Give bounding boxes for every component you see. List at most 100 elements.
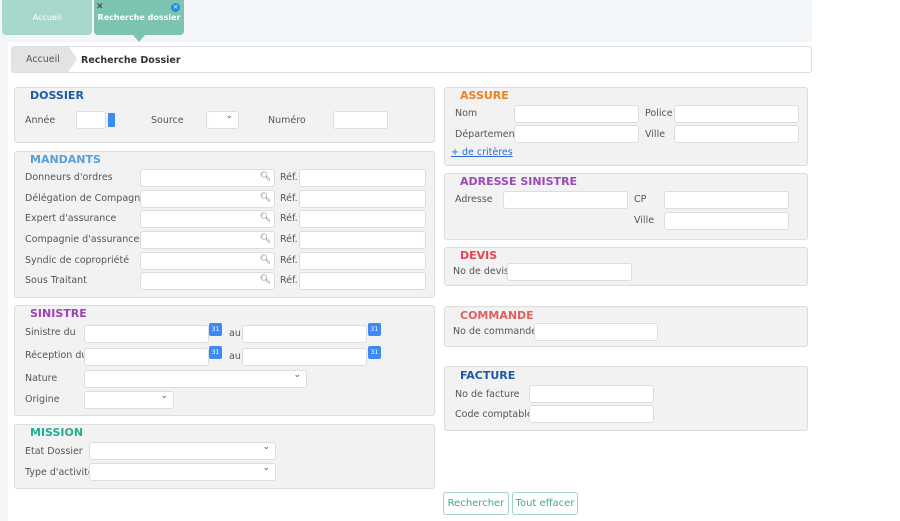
search-button[interactable]: Rechercher [443, 492, 509, 515]
numero-input[interactable] [333, 111, 388, 129]
ville-label: Ville [645, 129, 666, 140]
numero-label: Numéro [268, 115, 306, 126]
dossier-title: DOSSIER [30, 89, 84, 102]
cp-label: CP [634, 194, 647, 205]
adresse-title: ADRESSE SINISTRE [460, 175, 578, 188]
no-devis-label: No de devis [453, 266, 509, 277]
no-commande-input[interactable] [534, 323, 658, 341]
more-criteria-link[interactable]: + de critères [451, 147, 513, 158]
nature-select[interactable] [84, 370, 307, 388]
annee-input[interactable] [76, 111, 106, 129]
expert-label: Expert d'assurance [25, 213, 117, 224]
type-activite-label: Type d'activité [25, 467, 94, 478]
donneurs-label: Donneurs d'ordres [25, 172, 113, 183]
departement-input[interactable] [514, 125, 639, 143]
no-facture-label: No de facture [455, 389, 520, 400]
compagnie-ref-input[interactable] [299, 231, 426, 249]
syndic-label: Syndic de copropriété [25, 255, 130, 266]
calendar-icon[interactable]: 31 [209, 346, 222, 359]
active-tab-pointer [133, 35, 145, 42]
breadcrumb-arrow [69, 47, 77, 71]
nature-label: Nature [25, 373, 58, 384]
tab-label: Recherche dossier [97, 13, 181, 22]
au-label: au [229, 351, 241, 362]
no-devis-input[interactable] [507, 263, 632, 281]
sous-traitant-input[interactable]: 🔍︎ [140, 272, 275, 290]
type-activite-select[interactable] [89, 463, 276, 481]
syndic-input[interactable]: 🔍︎ [140, 252, 275, 270]
tab-accueil[interactable]: Accueil [2, 0, 92, 35]
au-label: au [229, 328, 241, 339]
search-icon[interactable]: 🔍︎ [259, 213, 271, 223]
adresse-ville-input[interactable] [664, 212, 789, 230]
devis-title: DEVIS [460, 249, 498, 262]
sous-traitant-label: Sous Traitant [25, 275, 87, 286]
search-icon[interactable]: 🔍︎ [259, 255, 271, 265]
sinistre-au-input[interactable] [242, 325, 367, 343]
cp-input[interactable] [664, 191, 789, 209]
sinistre-du-label: Sinistre du [25, 327, 76, 338]
nom-label: Nom [455, 108, 478, 119]
adresse-ville-label: Ville [634, 215, 655, 226]
syndic-ref-input[interactable] [299, 252, 426, 270]
annee-spinner[interactable] [108, 113, 115, 127]
calendar-icon[interactable]: 31 [209, 323, 222, 336]
tab-label: Accueil [32, 13, 62, 22]
no-commande-label: No de commande [453, 326, 538, 337]
adresse-input[interactable] [503, 191, 628, 209]
police-input[interactable] [674, 105, 799, 123]
breadcrumb-home-label: Accueil [26, 54, 60, 65]
ref-label: Réf. [280, 213, 298, 224]
reception-du-input[interactable] [84, 348, 209, 366]
expert-input[interactable]: 🔍︎ [140, 210, 275, 228]
etat-dossier-label: Etat Dossier [25, 446, 83, 457]
search-icon[interactable]: 🔍︎ [259, 275, 271, 285]
search-icon[interactable]: 🔍︎ [259, 193, 271, 203]
etat-dossier-select[interactable] [89, 442, 276, 460]
ref-label: Réf. [280, 234, 298, 245]
source-select[interactable] [206, 111, 239, 129]
search-icon[interactable]: 🔍︎ [259, 234, 271, 244]
close-tab-icon[interactable]: × [171, 3, 180, 12]
compagnie-input[interactable]: 🔍︎ [140, 231, 275, 249]
commande-title: COMMANDE [460, 309, 534, 322]
sinistre-title: SINISTRE [30, 307, 87, 320]
origine-select[interactable] [84, 391, 174, 409]
ref-label: Réf. [280, 255, 298, 266]
tab-recherche-dossier[interactable]: Recherche dossier [94, 0, 184, 35]
breadcrumb-home[interactable]: Accueil [12, 47, 69, 72]
reception-au-input[interactable] [242, 348, 367, 366]
nom-input[interactable] [514, 105, 639, 123]
expert-ref-input[interactable] [299, 210, 426, 228]
donneurs-input[interactable]: 🔍︎ [140, 169, 275, 187]
police-label: Police [645, 108, 673, 119]
delegation-label: Délégation de Compagnie [25, 193, 149, 204]
ref-label: Réf. [280, 193, 298, 204]
ville-input[interactable] [674, 125, 799, 143]
breadcrumb-current: Recherche Dossier [81, 55, 181, 66]
sous-traitant-ref-input[interactable] [299, 272, 426, 290]
mandants-title: MANDANTS [30, 153, 101, 166]
delegation-input[interactable]: 🔍︎ [140, 190, 275, 208]
calendar-icon[interactable]: 31 [368, 323, 381, 336]
code-comptable-input[interactable] [529, 405, 654, 423]
code-comptable-label: Code comptable [455, 409, 533, 420]
facture-title: FACTURE [460, 369, 516, 382]
mission-title: MISSION [30, 426, 84, 439]
annee-label: Année [25, 115, 56, 126]
ref-label: Réf. [280, 172, 298, 183]
departement-label: Département [455, 129, 519, 140]
delegation-ref-input[interactable] [299, 190, 426, 208]
calendar-icon[interactable]: 31 [368, 346, 381, 359]
assure-title: ASSURE [460, 89, 509, 102]
clear-all-button[interactable]: Tout effacer [512, 492, 578, 515]
adresse-label: Adresse [455, 194, 493, 205]
search-icon[interactable]: 🔍︎ [259, 172, 271, 182]
source-label: Source [151, 115, 184, 126]
donneurs-ref-input[interactable] [299, 169, 426, 187]
sinistre-du-input[interactable] [84, 325, 209, 343]
ref-label: Réf. [280, 275, 298, 286]
origine-label: Origine [25, 394, 60, 405]
no-facture-input[interactable] [529, 385, 654, 403]
breadcrumb [11, 46, 812, 73]
